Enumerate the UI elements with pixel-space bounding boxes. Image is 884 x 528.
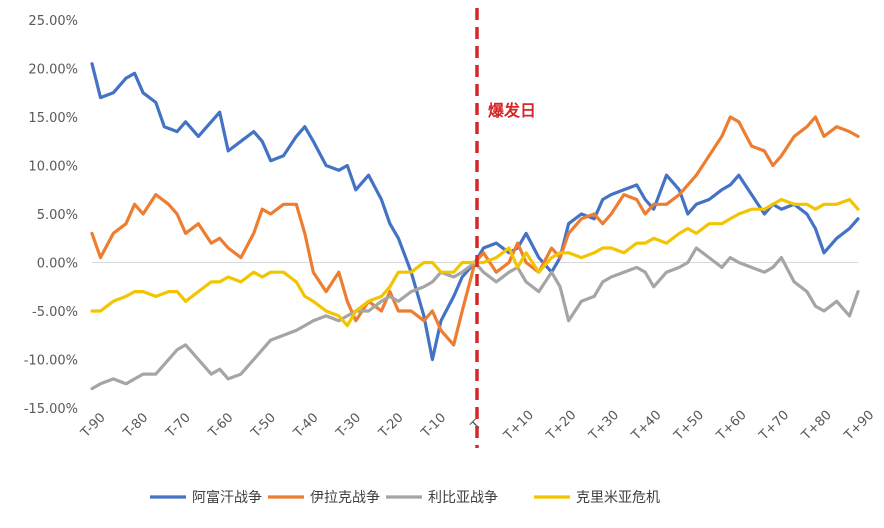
x-tick-label: T-50 — [248, 410, 279, 441]
series-line-利比亚战争 — [90, 246, 860, 391]
y-tick-label: 20.00% — [28, 63, 78, 78]
y-tick-label: 5.00% — [37, 208, 78, 223]
legend-label-伊拉克战争: 伊拉克战争 — [310, 490, 380, 506]
x-tick-label: T — [468, 417, 485, 434]
event-marker-label: 爆发日 — [488, 101, 536, 120]
y-tick-label: 0.00% — [37, 257, 78, 272]
x-tick-label: T+70 — [756, 408, 792, 444]
y-tick-label: -10.00% — [24, 354, 78, 369]
x-tick-label: T+50 — [671, 408, 707, 444]
x-tick-label: T+20 — [543, 408, 579, 444]
y-tick-label: 10.00% — [28, 160, 78, 175]
x-tick-label: T+30 — [586, 408, 622, 444]
y-tick-label: -15.00% — [24, 402, 78, 417]
y-tick-label: -5.00% — [32, 305, 78, 320]
event-marker: 爆发日 — [475, 8, 536, 448]
series-lines — [90, 62, 860, 391]
x-tick-label: T-40 — [290, 410, 321, 441]
y-tick-label: 15.00% — [28, 111, 78, 126]
x-tick-label: T+80 — [798, 408, 834, 444]
x-tick-label: T-80 — [120, 410, 151, 441]
legend: 阿富汗战争 伊拉克战争 利比亚战争 克里米亚危机 — [150, 489, 660, 506]
x-tick-label: T+90 — [841, 408, 877, 444]
series-line-伊拉克战争 — [90, 115, 860, 347]
x-tick-label: T-10 — [418, 410, 449, 441]
x-tick-label: T-90 — [78, 410, 109, 441]
legend-label-利比亚战争: 利比亚战争 — [428, 490, 498, 506]
x-tick-label: T+60 — [713, 408, 749, 444]
y-tick-label: 25.00% — [28, 14, 78, 29]
x-tick-label: T-70 — [163, 410, 194, 441]
legend-label-阿富汗战争: 阿富汗战争 — [192, 489, 262, 506]
x-tick-label: T+10 — [501, 408, 537, 444]
x-tick-label: T+40 — [628, 408, 664, 444]
x-tick-label: T-30 — [333, 410, 364, 441]
y-axis-ticks: -15.00% -10.00% -5.00% 0.00% 5.00% 10.00% 15.0… — [24, 14, 78, 417]
x-tick-label: T-60 — [205, 410, 236, 441]
legend-label-克里米亚危机: 克里米亚危机 — [576, 490, 660, 506]
x-tick-label: T-20 — [376, 410, 407, 441]
series-line-克里米亚危机 — [90, 197, 860, 328]
